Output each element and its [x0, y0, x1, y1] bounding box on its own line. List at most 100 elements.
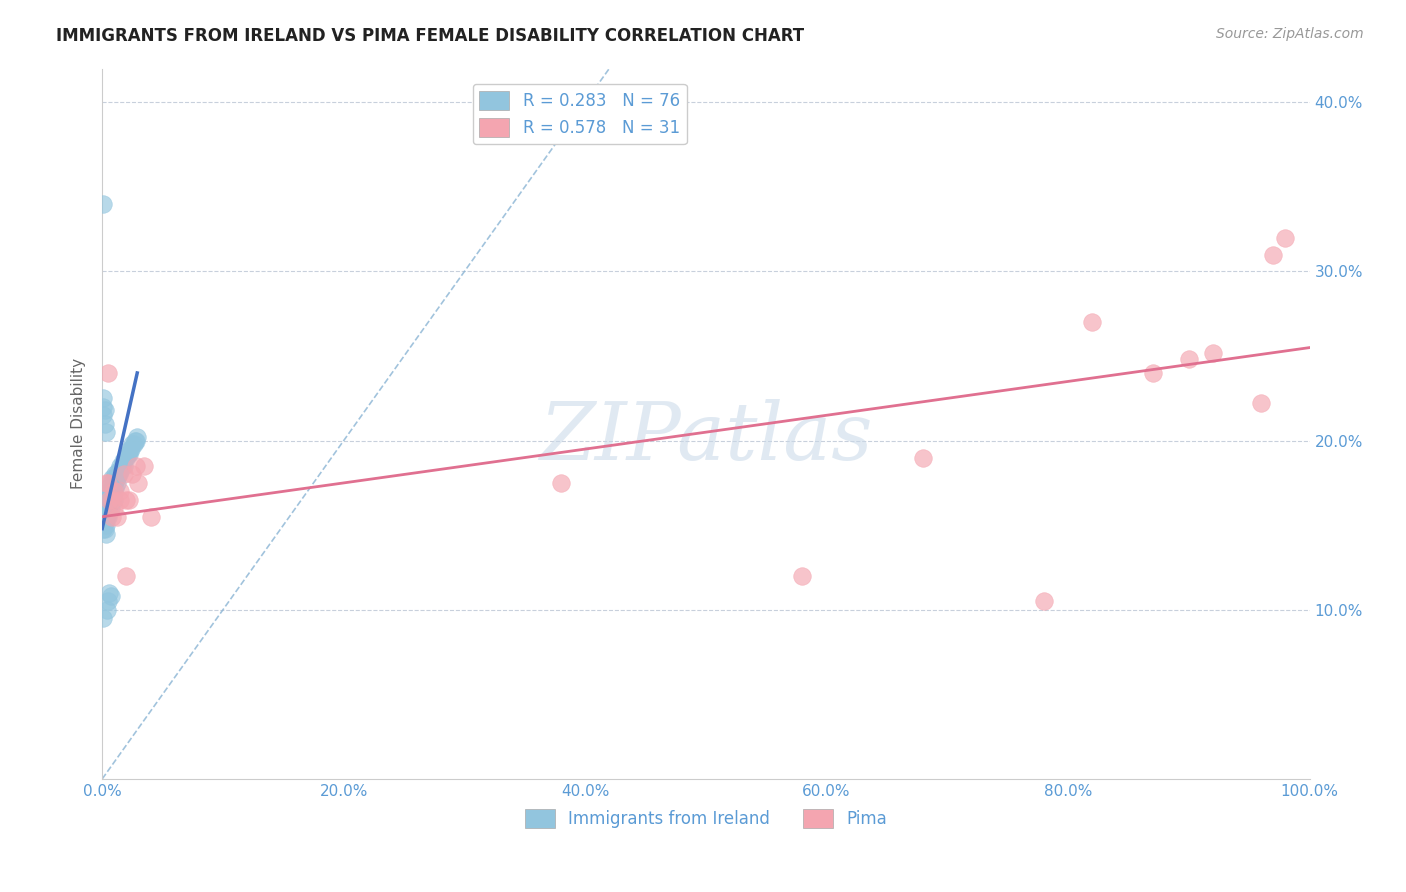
Point [97, 509, 120, 524]
Point [93, 392, 115, 406]
Point [1178, 352, 1201, 367]
Point [93, 509, 115, 524]
Point [101, 481, 124, 495]
Point [103, 471, 125, 485]
Point [93, 409, 115, 423]
Point [94, 509, 117, 524]
Point [912, 450, 935, 465]
Point [118, 447, 141, 461]
Text: IMMIGRANTS FROM IRELAND VS PIMA FEMALE DISABILITY CORRELATION CHART: IMMIGRANTS FROM IRELAND VS PIMA FEMALE D… [56, 27, 804, 45]
Point [93, 522, 115, 536]
Point [96, 509, 118, 524]
Point [115, 492, 138, 507]
Point [93, 492, 115, 507]
Point [110, 458, 132, 473]
Y-axis label: Female Disability: Female Disability [72, 359, 86, 490]
Point [93, 509, 115, 524]
Point [105, 509, 128, 524]
Point [101, 484, 124, 499]
Point [98, 505, 121, 519]
Point [94, 526, 117, 541]
Point [121, 467, 143, 482]
Point [108, 467, 131, 482]
Point [94, 425, 117, 440]
Point [101, 492, 124, 507]
Point [125, 458, 148, 473]
Point [127, 430, 149, 444]
Point [93, 403, 115, 417]
Point [104, 467, 127, 482]
Point [97, 475, 120, 490]
Point [98, 492, 121, 507]
Point [127, 475, 149, 490]
Text: Source: ZipAtlas.com: Source: ZipAtlas.com [1216, 27, 1364, 41]
Point [98, 484, 121, 499]
Point [93, 515, 115, 529]
Point [122, 437, 145, 451]
Point [120, 442, 142, 456]
Point [93, 501, 115, 516]
Point [118, 492, 141, 507]
Point [115, 569, 138, 583]
Point [96, 505, 118, 519]
Point [104, 481, 127, 495]
Point [103, 475, 125, 490]
Point [118, 442, 141, 456]
Point [100, 488, 122, 502]
Point [94, 498, 117, 512]
Point [93, 417, 115, 431]
Text: ZIPatlas: ZIPatlas [538, 400, 873, 476]
Point [101, 488, 124, 502]
Point [139, 509, 162, 524]
Point [93, 611, 115, 625]
Point [110, 484, 132, 499]
Point [97, 366, 120, 380]
Point [100, 475, 122, 490]
Point [107, 464, 129, 478]
Point [103, 484, 125, 499]
Point [97, 594, 120, 608]
Point [100, 501, 122, 516]
Point [98, 492, 121, 507]
Point [93, 505, 115, 519]
Point [105, 475, 128, 490]
Point [1274, 230, 1296, 244]
Point [96, 498, 118, 512]
Point [93, 509, 115, 524]
Point [97, 501, 120, 516]
Point [110, 492, 132, 507]
Point [112, 467, 135, 482]
Point [93, 505, 115, 519]
Point [110, 464, 132, 478]
Point [97, 481, 120, 495]
Point [111, 454, 134, 468]
Point [101, 509, 124, 524]
Point [792, 569, 814, 583]
Point [114, 450, 136, 465]
Point [94, 488, 117, 502]
Point [134, 458, 156, 473]
Point [94, 475, 117, 490]
Legend: Immigrants from Ireland, Pima: Immigrants from Ireland, Pima [517, 802, 894, 835]
Point [93, 501, 115, 516]
Point [550, 475, 572, 490]
Point [93, 197, 115, 211]
Point [101, 471, 124, 485]
Point [124, 434, 146, 448]
Point [107, 467, 129, 482]
Point [94, 518, 117, 533]
Point [100, 589, 122, 603]
Point [1032, 594, 1054, 608]
Point [103, 492, 125, 507]
Point [93, 522, 115, 536]
Point [93, 507, 115, 521]
Point [1263, 247, 1285, 261]
Point [1142, 366, 1164, 380]
Point [105, 471, 128, 485]
Point [93, 498, 115, 512]
Point [121, 437, 143, 451]
Point [1081, 315, 1104, 329]
Point [97, 498, 120, 512]
Point [96, 488, 118, 502]
Point [103, 501, 125, 516]
